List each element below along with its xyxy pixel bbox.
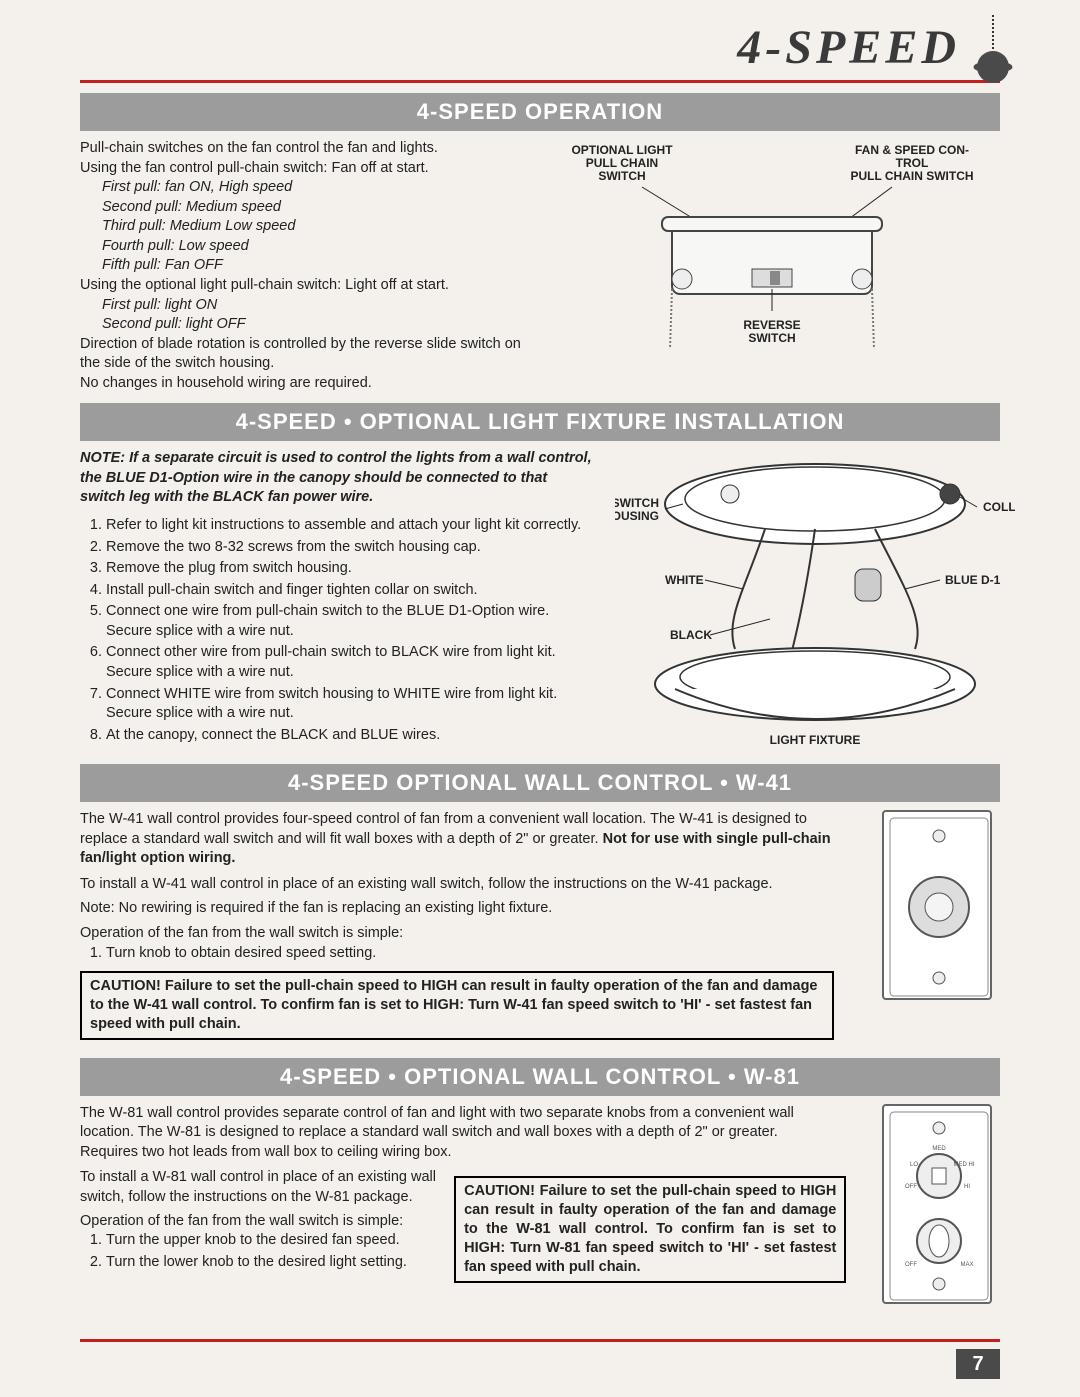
w41-caution: CAUTION! Failure to set the pull-chain s… <box>80 971 834 1040</box>
svg-text:HI: HI <box>964 1184 970 1190</box>
op-light-intro: Using the optional light pull-chain swit… <box>80 276 522 296</box>
op-fan-pull-3: Fourth pull: Low speed <box>80 237 522 257</box>
op-light-pull-1: Second pull: light OFF <box>80 315 522 335</box>
brand-badge-icon <box>971 15 1015 85</box>
page-number: 7 <box>956 1349 1000 1379</box>
lf-note-body: If a separate circuit is used to control… <box>80 450 592 505</box>
w81-step-1: Turn the upper knob to the desired fan s… <box>106 1231 442 1251</box>
w81-step-2: Turn the lower knob to the desired light… <box>106 1253 442 1273</box>
op-wiring-text: No changes in household wiring are requi… <box>80 374 522 394</box>
light-fixture-diagram: SWITCHHOUSING COLLAR WHITE BLUE D-1 BLAC… <box>615 449 1015 749</box>
w41-p3: Note: No rewiring is required if the fan… <box>80 899 834 919</box>
svg-text:OFF: OFF <box>905 1262 917 1268</box>
lf-note: NOTE: If a separate circuit is used to c… <box>80 449 595 508</box>
op-intro-1: Pull-chain switches on the fan control t… <box>80 139 522 159</box>
label-collar: COLLAR <box>983 500 1015 514</box>
w81-caution: CAUTION! Failure to set the pull-chain s… <box>454 1176 846 1282</box>
w81-p3: Operation of the fan from the wall switc… <box>80 1212 442 1232</box>
lf-step-7: Connect WHITE wire from switch housing t… <box>106 685 595 724</box>
w81-p1: The W-81 wall control provides separate … <box>80 1104 834 1163</box>
op-light-pull-0: First pull: light ON <box>80 296 522 316</box>
lf-note-prefix: NOTE: <box>80 450 125 466</box>
section-title-operation: 4-SPEED OPERATION <box>80 93 1000 131</box>
w41-wallplate-icon <box>882 810 992 1000</box>
svg-text:MED HI: MED HI <box>954 1162 975 1168</box>
label-blue: BLUE D-1 <box>945 573 1001 587</box>
w41-step-1: Turn knob to obtain desired speed settin… <box>106 944 834 964</box>
lf-step-2: Remove the two 8-32 screws from the swit… <box>106 538 595 558</box>
bottom-divider <box>80 1339 1000 1342</box>
lf-steps: Refer to light kit instructions to assem… <box>80 516 595 745</box>
op-intro-2: Using the fan control pull-chain switch:… <box>80 159 522 179</box>
op-fan-pull-1: Second pull: Medium speed <box>80 198 522 218</box>
lf-step-1: Refer to light kit instructions to assem… <box>106 516 595 536</box>
section-title-w41: 4-SPEED OPTIONAL WALL CONTROL • W-41 <box>80 764 1000 802</box>
label-black: BLACK <box>670 628 712 642</box>
lf-step-5: Connect one wire from pull-chain switch … <box>106 602 595 641</box>
lf-step-8: At the canopy, connect the BLACK and BLU… <box>106 726 595 746</box>
op-direction-text: Direction of blade rotation is controlle… <box>80 335 522 374</box>
lf-step-6: Connect other wire from pull-chain switc… <box>106 643 595 682</box>
w41-steps: Turn knob to obtain desired speed settin… <box>80 944 834 964</box>
w81-steps: Turn the upper knob to the desired fan s… <box>80 1231 442 1272</box>
svg-text:MAX: MAX <box>961 1262 974 1268</box>
w41-p2: To install a W-41 wall control in place … <box>80 875 834 895</box>
w81-p2: To install a W-81 wall control in place … <box>80 1168 442 1207</box>
w81-wallplate-icon: MED LO MED HI OFF HI OFF MAX <box>882 1104 992 1304</box>
label-opt-light: OPTIONAL LIGHTPULL CHAINSWITCH <box>571 143 673 183</box>
lf-step-3: Remove the plug from switch housing. <box>106 559 595 579</box>
label-fixture: LIGHT FIXTURE <box>770 733 861 747</box>
section-title-light-fixture: 4-SPEED • OPTIONAL LIGHT FIXTURE INSTALL… <box>80 403 1000 441</box>
operation-diagram: OPTIONAL LIGHTPULL CHAINSWITCH FAN & SPE… <box>542 139 1002 369</box>
label-reverse: REVERSESWITCH <box>743 318 800 345</box>
op-fan-pull-4: Fifth pull: Fan OFF <box>80 256 522 276</box>
svg-text:OFF: OFF <box>905 1184 917 1190</box>
w41-p1: The W-41 wall control provides four-spee… <box>80 810 834 869</box>
label-white: WHITE <box>665 573 704 587</box>
label-switch-housing: SWITCHHOUSING <box>615 496 659 523</box>
op-fan-pull-2: Third pull: Medium Low speed <box>80 217 522 237</box>
w41-p4: Operation of the fan from the wall switc… <box>80 924 834 944</box>
top-divider <box>80 80 1000 83</box>
label-fan-speed: FAN & SPEED CON-TROLPULL CHAIN SWITCH <box>850 143 973 183</box>
page-brand-title: 4-SPEED <box>737 20 960 75</box>
section-title-w81: 4-SPEED • OPTIONAL WALL CONTROL • W-81 <box>80 1058 1000 1096</box>
svg-text:MED: MED <box>933 1146 947 1152</box>
op-fan-pull-0: First pull: fan ON, High speed <box>80 178 522 198</box>
svg-text:LO: LO <box>910 1162 918 1168</box>
lf-step-4: Install pull-chain switch and finger tig… <box>106 581 595 601</box>
